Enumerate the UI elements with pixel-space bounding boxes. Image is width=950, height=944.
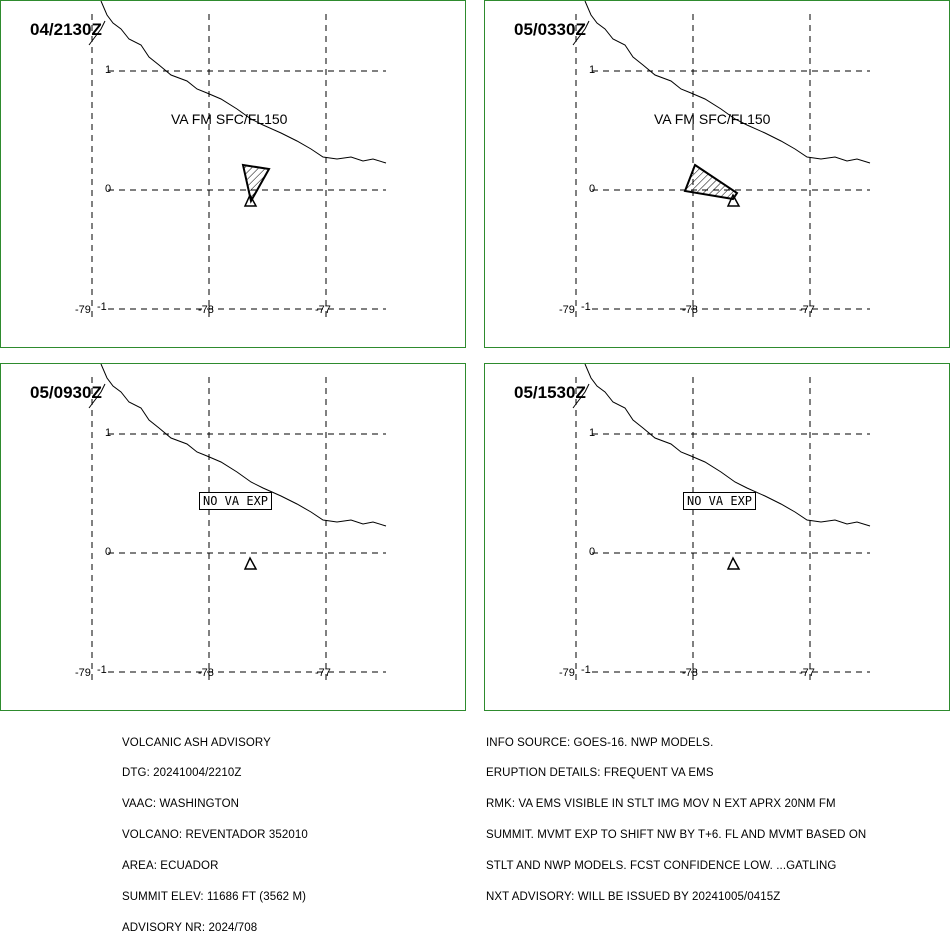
advisory-line: ADVISORY NR: 2024/708 — [122, 921, 258, 934]
advisory-line: DTG: 20241004/2210Z — [122, 767, 242, 780]
lon-tick-78: -78 — [198, 304, 214, 316]
lon-tick-77: -77 — [315, 667, 331, 679]
lon-tick-77: -77 — [799, 667, 815, 679]
panel-time: 05/1530Z — [514, 383, 586, 402]
forecast-panel-t18: 05/1530Z NO VA EXP 1 0 -1 -79 -78 -77 — [484, 363, 950, 711]
ash-level-label: VA FM SFC/FL150 — [171, 111, 288, 127]
lon-tick-78: -78 — [198, 667, 214, 679]
ash-cloud-polygon — [241, 163, 271, 204]
advisory-line: VOLCANIC ASH ADVISORY — [122, 736, 271, 749]
coastline-west — [572, 383, 590, 409]
lat-tick-m1: -1 — [581, 664, 591, 676]
advisory-line: STLT AND NWP MODELS. FCST CONFIDENCE LOW… — [486, 860, 837, 873]
advisory-line: VAAC: WASHINGTON — [122, 798, 240, 811]
lat-tick-1: 1 — [105, 64, 112, 76]
advisory-header-block: VOLCANIC ASH ADVISORY DTG: 20241004/2210… — [122, 717, 308, 944]
volcano-triangle-icon — [243, 556, 258, 570]
lat-tick-0: 0 — [105, 183, 112, 195]
coastline-west — [572, 20, 590, 46]
map-canvas — [88, 364, 387, 681]
advisory-line: VOLCANO: REVENTADOR 352010 — [122, 829, 308, 842]
advisory-line: ERUPTION DETAILS: FREQUENT VA EMS — [486, 767, 714, 780]
advisory-details-block: INFO SOURCE: GOES-16. NWP MODELS. ERUPTI… — [486, 717, 866, 913]
ash-level-label: VA FM SFC/FL150 — [654, 111, 771, 127]
panel-time: 05/0930Z — [30, 383, 102, 402]
map-canvas — [88, 1, 387, 318]
coastline — [100, 364, 387, 527]
lon-tick-79: -79 — [75, 304, 91, 316]
lat-tick-1: 1 — [105, 427, 112, 439]
map-canvas — [572, 364, 871, 681]
lat-tick-m1: -1 — [97, 664, 107, 676]
volcano-triangle-icon — [726, 556, 741, 570]
advisory-line: AREA: ECUADOR — [122, 860, 219, 873]
advisory-line: SUMMIT ELEV: 11686 FT (3562 M) — [122, 891, 307, 904]
map-canvas — [572, 1, 871, 318]
lon-tick-78: -78 — [682, 667, 698, 679]
coastline — [584, 364, 871, 527]
lon-tick-79: -79 — [559, 304, 575, 316]
volcano-triangle-icon — [243, 193, 258, 207]
volcano-triangle-icon — [726, 193, 741, 207]
lon-tick-79: -79 — [559, 667, 575, 679]
lat-tick-0: 0 — [105, 546, 112, 558]
no-va-exp-box: NO VA EXP — [199, 492, 273, 510]
lat-tick-1: 1 — [589, 427, 596, 439]
advisory-line: RMK: VA EMS VISIBLE IN STLT IMG MOV N EX… — [486, 798, 836, 811]
forecast-panel-t6: 05/0330Z VA FM SFC/FL150 1 0 -1 -79 -78 … — [484, 0, 950, 348]
panel-time: 05/0330Z — [514, 20, 586, 39]
advisory-line: SUMMIT. MVMT EXP TO SHIFT NW BY T+6. FL … — [486, 829, 867, 842]
lat-tick-1: 1 — [589, 64, 596, 76]
lon-tick-77: -77 — [315, 304, 331, 316]
lat-tick-m1: -1 — [581, 301, 591, 313]
lat-tick-m1: -1 — [97, 301, 107, 313]
coastline — [584, 1, 871, 164]
coastline-west — [88, 383, 106, 409]
lon-tick-79: -79 — [75, 667, 91, 679]
advisory-line: NXT ADVISORY: WILL BE ISSUED BY 20241005… — [486, 891, 781, 904]
no-va-exp-box: NO VA EXP — [683, 492, 757, 510]
forecast-panel-t0: 04/2130Z VA FM SFC/FL150 1 0 -1 -79 -78 … — [0, 0, 466, 348]
lat-tick-0: 0 — [589, 546, 596, 558]
coastline — [100, 1, 387, 164]
lat-tick-0: 0 — [589, 183, 596, 195]
ash-cloud-polygon — [683, 163, 739, 201]
coastline-west — [88, 20, 106, 46]
advisory-line: INFO SOURCE: GOES-16. NWP MODELS. — [486, 736, 714, 749]
forecast-panel-t12: 05/0930Z NO VA EXP 1 0 -1 -79 -78 -77 — [0, 363, 466, 711]
lon-tick-78: -78 — [682, 304, 698, 316]
panel-time: 04/2130Z — [30, 20, 102, 39]
lon-tick-77: -77 — [799, 304, 815, 316]
